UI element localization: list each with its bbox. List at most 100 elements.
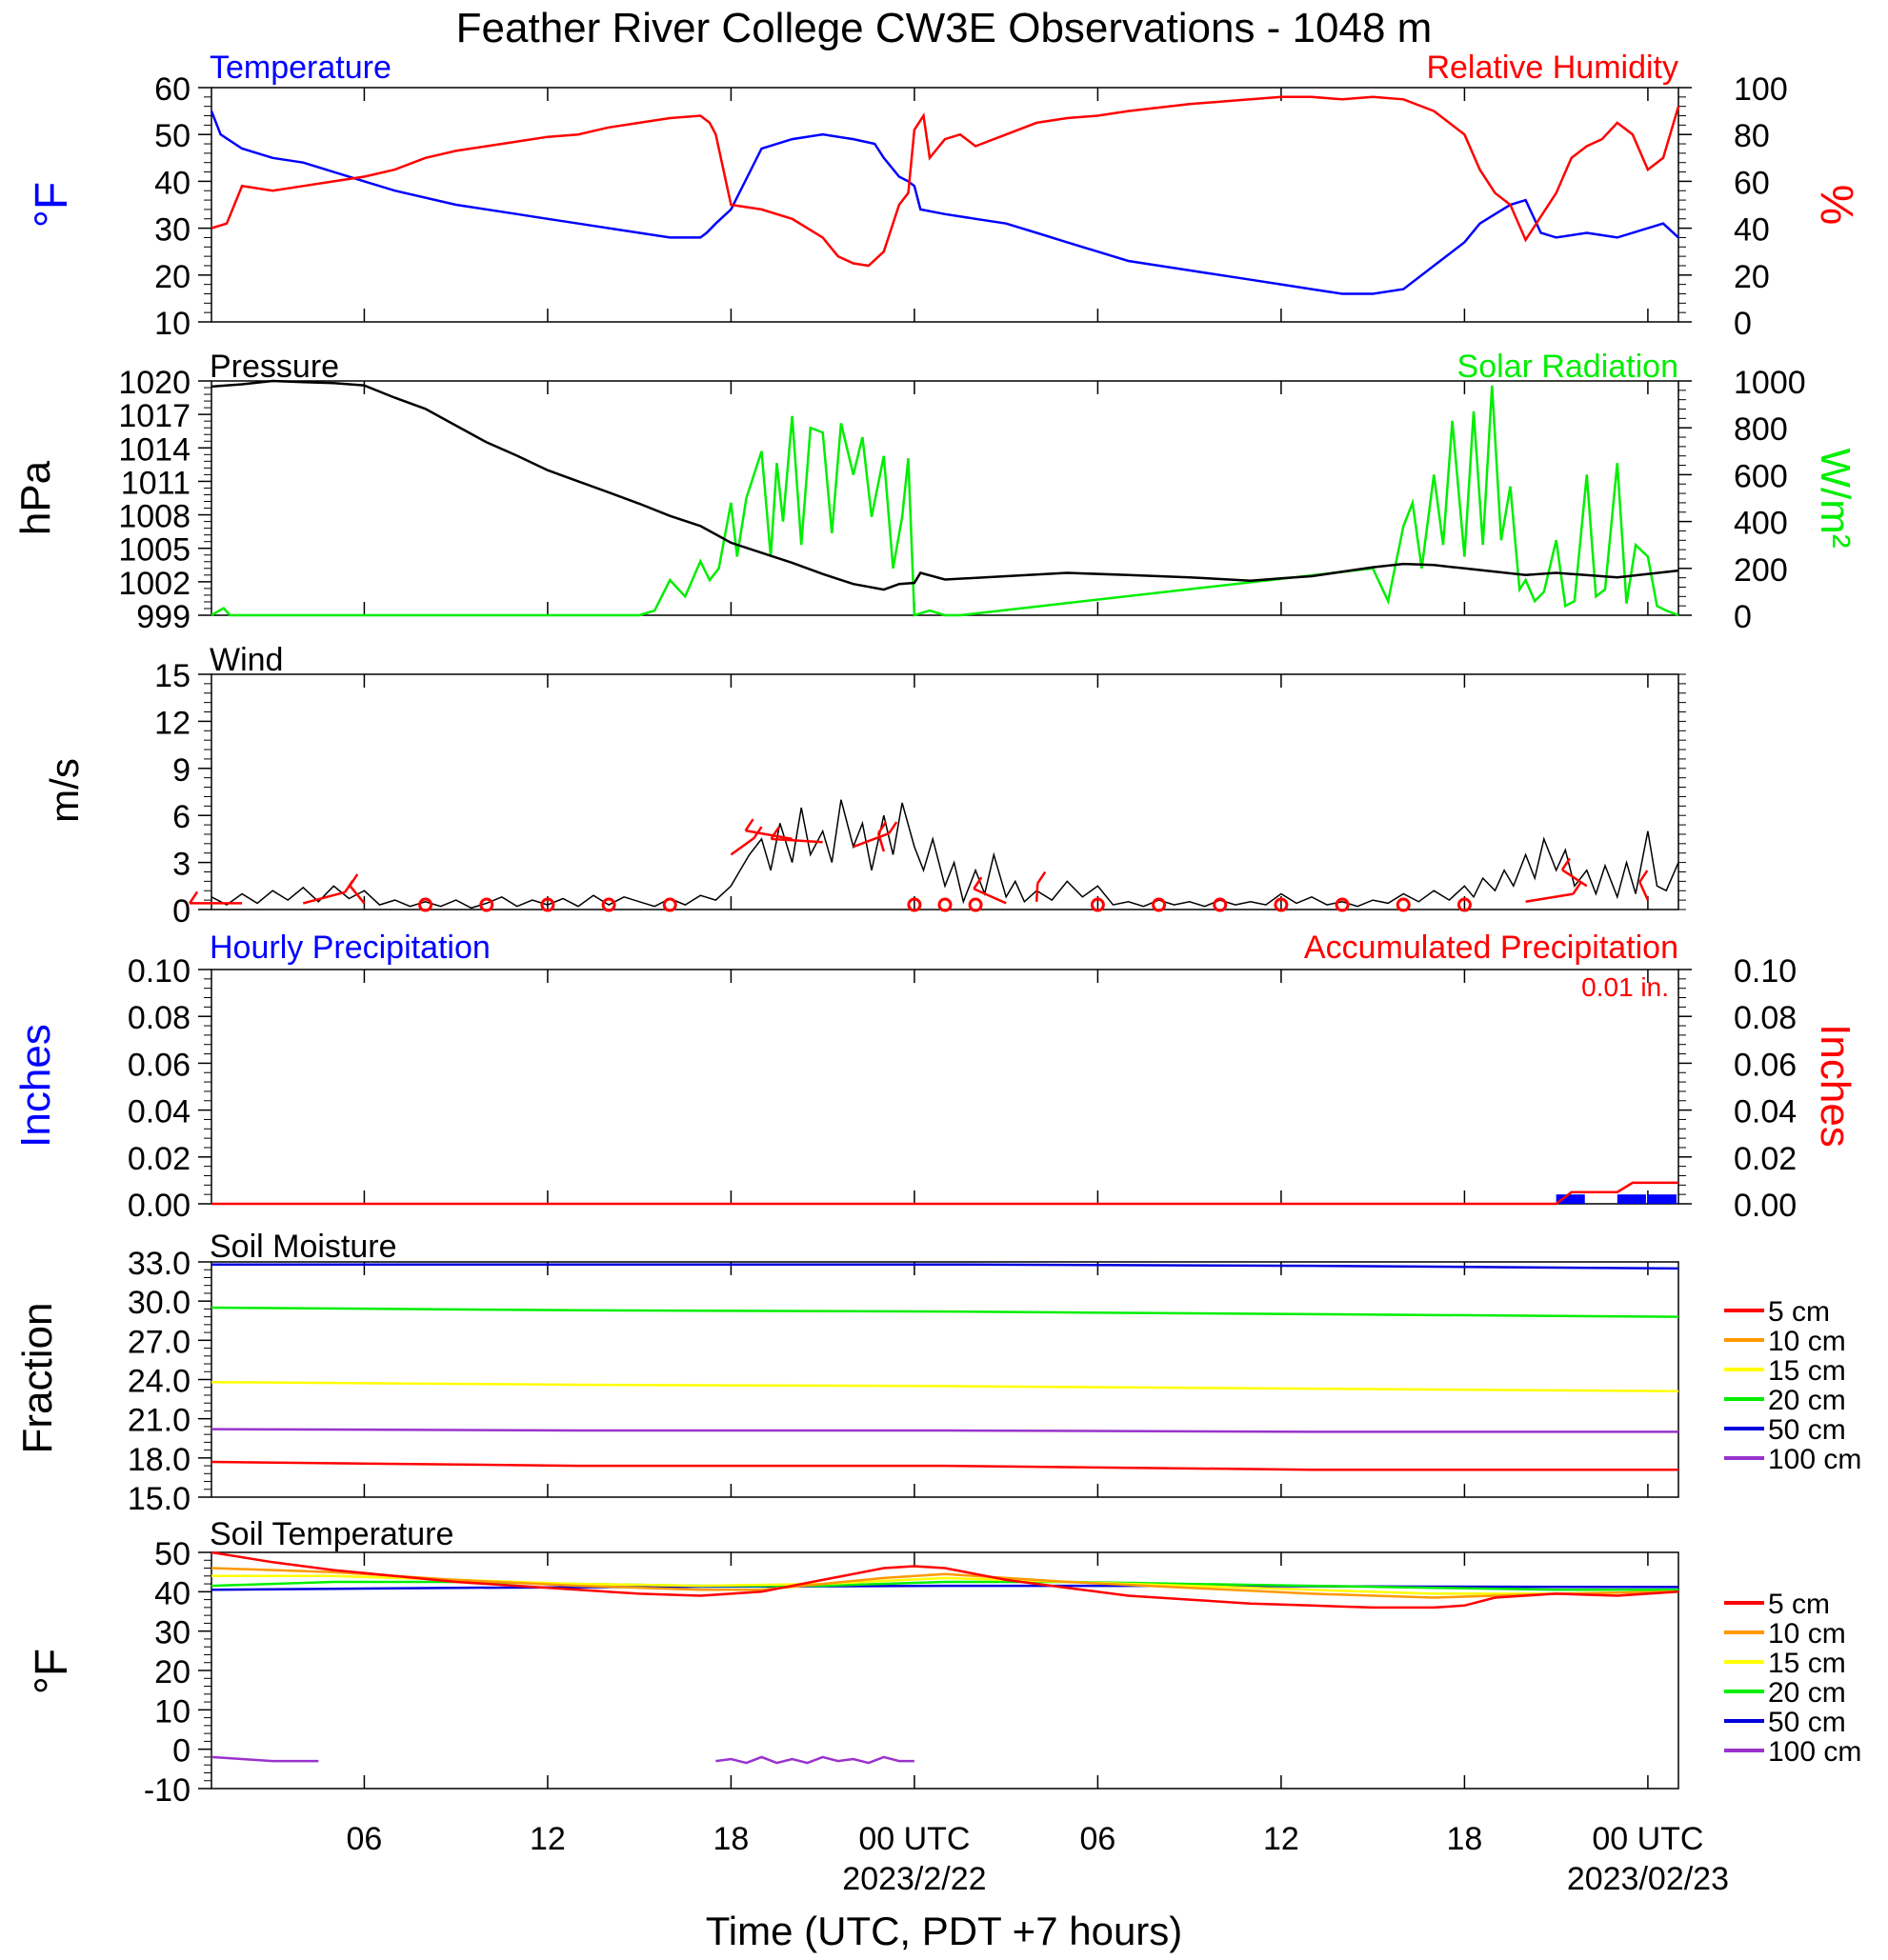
soil-moisture-title: Soil Moisture [210, 1229, 397, 1265]
x-axis-label: Time (UTC, PDT +7 hours) [706, 1909, 1183, 1953]
calm-wind-marker [1152, 897, 1167, 912]
calm-wind-marker [1396, 897, 1411, 912]
panel-frame [211, 1261, 1679, 1498]
wind-barb-flag [744, 818, 754, 831]
y-tick-label: 10 [154, 1693, 191, 1730]
y-tick-label: 50 [154, 1536, 191, 1572]
y-tick-label: 27.0 [128, 1324, 191, 1360]
y-tick-label: 0 [172, 1733, 191, 1770]
calm-wind-marker [479, 897, 494, 912]
panel-frame [211, 673, 1679, 910]
wind-barb [1561, 869, 1588, 888]
y-tick-label: 200 [1734, 552, 1788, 589]
y-tick-label: 3 [172, 847, 191, 883]
y-tick-label: 1020 [118, 365, 191, 401]
y-tick-label: 1011 [121, 465, 191, 501]
y-tick-label: 50 [154, 118, 191, 154]
y-axis-label: hPa [12, 460, 59, 535]
legend-label: 5 cm [1768, 1296, 1830, 1328]
y-axis-label: m/s [42, 758, 87, 823]
y-tick-label: 15.0 [128, 1481, 191, 1517]
y-tick-label: 30 [154, 212, 191, 249]
wind-barb-flag [349, 873, 359, 887]
calm-wind-marker [1090, 897, 1105, 912]
y-tick-label: 1002 [118, 566, 191, 602]
soil-temp-title: Soil Temperature [210, 1516, 453, 1552]
y-tick-label: 0.08 [1734, 1000, 1797, 1036]
x-tick-date: 2023/02/23 [1567, 1861, 1729, 1897]
series-line-accum-precip [211, 1181, 1678, 1206]
y-tick-label: 1000 [1734, 365, 1806, 401]
y-tick-label: 40 [154, 1575, 191, 1611]
wind-barb-flag [1560, 857, 1571, 870]
y-tick-label: 0.04 [1734, 1094, 1797, 1130]
calm-wind-marker [937, 897, 953, 912]
wind-barb [302, 890, 346, 905]
calm-wind-marker [540, 897, 555, 912]
wind-barb-flag [770, 827, 780, 840]
legend-label: 100 cm [1768, 1444, 1861, 1475]
y-tick-label: 0.10 [1734, 953, 1797, 990]
y-axis-label: Fraction [14, 1303, 61, 1454]
y-tick-label: 0.02 [128, 1141, 191, 1177]
wind-barb [1638, 881, 1650, 901]
legend-label: 5 cm [1768, 1589, 1830, 1620]
y-tick-label: 1008 [118, 499, 191, 535]
series-line-soil-temp [211, 1550, 1679, 1610]
y-tick-label: 20 [154, 1654, 191, 1690]
y-axis-label-right: % [1811, 185, 1861, 226]
x-tick-label: 00 UTC [858, 1821, 970, 1857]
x-tick-label: 18 [713, 1821, 750, 1857]
series-line-pressure [211, 379, 1679, 591]
series-line-solar [211, 385, 1679, 617]
calm-wind-marker [601, 897, 616, 912]
series-line-humidity [211, 95, 1680, 268]
precip-total-label: 0.01 in. [1581, 972, 1669, 1002]
y-tick-label: 30 [154, 1615, 191, 1651]
legend-label: 50 cm [1768, 1707, 1846, 1738]
calm-wind-marker [1335, 897, 1350, 912]
y-axis-label-right: Inches [1812, 1024, 1858, 1148]
wind-barb-flag [1572, 881, 1582, 895]
y-tick-label: 1005 [118, 532, 191, 569]
wind-barb-flag [1638, 870, 1649, 883]
hourly-precip-title: Hourly Precipitation [210, 930, 491, 966]
y-tick-label: 999 [136, 599, 191, 635]
x-tick-label: 12 [1263, 1821, 1299, 1857]
legend-label: 10 cm [1768, 1326, 1846, 1357]
wind-title: Wind [210, 642, 283, 678]
y-tick-label: 0.04 [128, 1094, 191, 1130]
y-tick-label: 33.0 [128, 1246, 191, 1282]
y-tick-label: 0.08 [128, 1000, 191, 1036]
accum-precip-title: Accumulated Precipitation [1304, 930, 1678, 966]
wind-barb [853, 831, 890, 849]
humidity-title: Relative Humidity [1426, 50, 1678, 86]
hourly-precip-bar [1556, 1194, 1585, 1204]
legend-label: 15 cm [1768, 1648, 1846, 1679]
wind-barb-flag [973, 876, 983, 890]
x-tick-label: 12 [530, 1821, 566, 1857]
y-tick-label: 21.0 [128, 1403, 191, 1439]
y-tick-label: -10 [144, 1772, 191, 1809]
y-tick-label: 0.00 [1734, 1188, 1797, 1224]
y-tick-label: 9 [172, 752, 191, 789]
legend-label: 20 cm [1768, 1385, 1846, 1416]
calm-wind-marker [1274, 897, 1289, 912]
wind-barb [1035, 883, 1039, 902]
wind-barb [745, 829, 793, 841]
chart-title: Feather River College CW3E Observations … [456, 5, 1433, 51]
y-tick-label: 0.10 [128, 953, 191, 990]
panel-frame [211, 969, 1679, 1205]
y-tick-label: 10 [154, 306, 191, 342]
y-tick-label: 0.02 [1734, 1141, 1797, 1177]
y-tick-label: 15 [154, 658, 191, 694]
y-axis-label-right: W/m² [1812, 448, 1858, 548]
hourly-precip-bar [1617, 1194, 1646, 1204]
series-line-soil-moisture [211, 1428, 1678, 1433]
y-tick-label: 60 [1734, 165, 1770, 201]
y-tick-label: 1017 [118, 398, 191, 434]
temperature-title: Temperature [210, 50, 392, 86]
y-axis-label: °F [27, 1649, 77, 1695]
series-line-soil-temp-100cm [715, 1755, 914, 1765]
hourly-precip-bar [1647, 1194, 1677, 1204]
